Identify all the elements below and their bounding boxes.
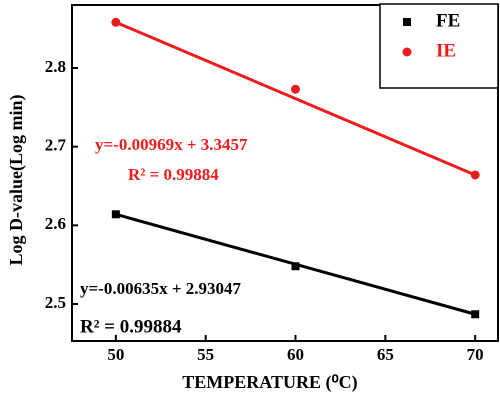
legend-marker — [403, 18, 411, 26]
legend-marker — [402, 47, 412, 57]
point — [111, 210, 120, 219]
y-tick-label: 2.7 — [45, 136, 67, 155]
fit-line — [115, 20, 476, 177]
y-tick-label: 2.5 — [45, 293, 66, 312]
point — [291, 262, 300, 271]
y-tick-label: 2.8 — [45, 57, 66, 76]
x-tick-label: 50 — [107, 345, 124, 364]
annotation: y=-0.00635x + 2.93047 — [80, 279, 242, 298]
legend-label: IE — [436, 40, 456, 61]
point — [470, 170, 480, 180]
x-tick-label: 70 — [467, 345, 484, 364]
legend-label: FE — [436, 10, 460, 31]
point — [111, 17, 121, 27]
x-tick-label: 60 — [287, 345, 304, 364]
annotation: y=-0.00969x + 3.3457 — [95, 135, 248, 154]
legend-box — [379, 3, 499, 89]
x-tick-label: 55 — [197, 345, 214, 364]
plot-frame — [71, 4, 499, 342]
x-tick-label: 65 — [377, 345, 394, 364]
annotation: R² = 0.99884 — [80, 316, 182, 337]
annotation: R² = 0.99884 — [128, 165, 219, 184]
y-axis-label: Log D-value(Log min) — [6, 94, 27, 265]
x-axis-label: TEMPERATURE (⁰C) — [182, 372, 357, 393]
point — [291, 84, 301, 94]
y-tick-label: 2.6 — [45, 214, 66, 233]
point — [471, 310, 480, 319]
